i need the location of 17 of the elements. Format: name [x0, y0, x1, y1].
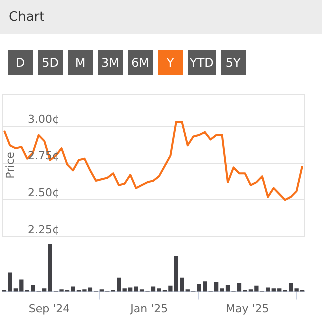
x-tick-label: Sep '24 — [28, 302, 70, 316]
header-panel: Chart — [0, 0, 322, 34]
bar — [266, 288, 270, 292]
text: D — [8, 50, 33, 75]
text: 5Y — [220, 50, 246, 75]
text: M — [68, 50, 93, 75]
text: 3M — [98, 50, 123, 75]
x-tick-label: Jan '25 — [130, 302, 168, 316]
y-axis-title: Price — [4, 152, 17, 179]
y-tick-label: 2.50¢ — [28, 186, 60, 200]
y-tick-label: 3.00¢ — [28, 112, 60, 126]
text: 6M — [128, 50, 153, 75]
text: 5D — [38, 50, 63, 75]
text: YTD — [188, 50, 216, 75]
y-tick-label: 2.25¢ — [28, 223, 60, 236]
text: Y — [158, 50, 183, 75]
x-tick-label: May '25 — [226, 302, 270, 316]
